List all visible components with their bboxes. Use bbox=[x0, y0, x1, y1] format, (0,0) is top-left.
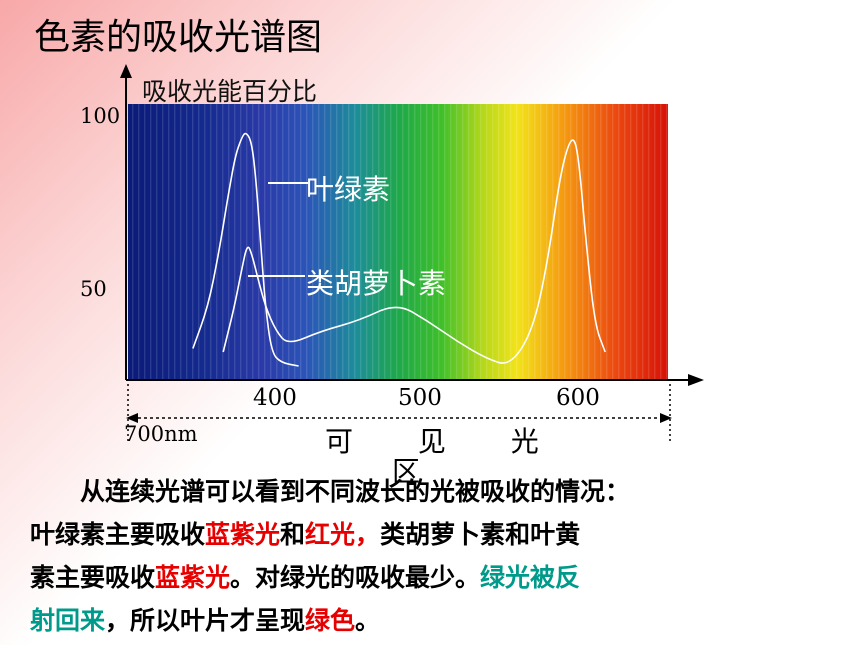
visible-range-arrow-left bbox=[126, 413, 138, 423]
series-line-chlorophyll bbox=[192, 132, 299, 367]
y-axis-arrow bbox=[120, 64, 132, 78]
highlight-blue-violet-light: 蓝紫光 bbox=[155, 563, 231, 592]
explanation-text: 。 bbox=[355, 606, 381, 635]
explanation-text: 和 bbox=[280, 520, 306, 549]
visible-light-caption-region: 区 bbox=[392, 455, 421, 488]
x-tick-label-400: 400 bbox=[253, 385, 297, 411]
explanation-line-2: 叶绿素主要吸收蓝紫光和红光，类胡萝卜素和叶黄 bbox=[30, 513, 830, 556]
explanation-line-1: 从连续光谱可以看到不同波长的光被吸收的情况： bbox=[30, 470, 830, 513]
explanation-line-3: 素主要吸收蓝紫光。对绿光的吸收最少。绿光被反 bbox=[30, 556, 830, 599]
highlight-green-reflected: 绿光被反 bbox=[480, 563, 581, 592]
x-axis-arrow bbox=[688, 374, 704, 386]
explanation-text: 。对绿光的吸收最少。 bbox=[230, 563, 481, 592]
y-tick-label-100: 100 bbox=[80, 104, 121, 128]
highlight-blue-violet-light: 蓝紫光 bbox=[205, 520, 281, 549]
y-axis-label: 吸收光能百分比 bbox=[142, 77, 318, 106]
y-tick-label-50: 50 bbox=[80, 277, 107, 301]
explanation-text: 素主要吸收 bbox=[30, 563, 156, 592]
highlight-red-light: 红光， bbox=[305, 520, 381, 549]
explanation-text: 从连续光谱可以看到不同波长的光被吸收的情况： bbox=[80, 477, 631, 506]
explanation-paragraph: 从连续光谱可以看到不同波长的光被吸收的情况： 叶绿素主要吸收蓝紫光和红光，类胡萝… bbox=[30, 470, 830, 642]
explanation-text: ，所以叶片才呈现 bbox=[105, 606, 306, 635]
series-label-carotenoid: 类胡萝卜素 bbox=[306, 267, 447, 300]
explanation-text: 叶绿素主要吸收 bbox=[30, 520, 206, 549]
explanation-line-4: 射回来，所以叶片才呈现绿色。 bbox=[30, 599, 830, 642]
series-line-carotenoid bbox=[222, 139, 606, 364]
explanation-text: 类胡萝卜素和叶黄 bbox=[380, 520, 581, 549]
highlight-green-reflected: 射回来 bbox=[30, 606, 106, 635]
x-tick-label-500: 500 bbox=[398, 385, 442, 411]
x-tick-label-600: 600 bbox=[556, 385, 600, 411]
visible-range-arrow-right bbox=[660, 413, 672, 423]
x-range-label: 700nm bbox=[124, 422, 198, 446]
series-label-chlorophyll: 叶绿素 bbox=[306, 173, 391, 206]
highlight-green-color: 绿色 bbox=[305, 606, 356, 635]
page-title: 色素的吸收光谱图 bbox=[34, 17, 323, 58]
visible-light-caption: 可 见 光 bbox=[325, 425, 567, 458]
spectrum-stripes bbox=[128, 104, 668, 379]
